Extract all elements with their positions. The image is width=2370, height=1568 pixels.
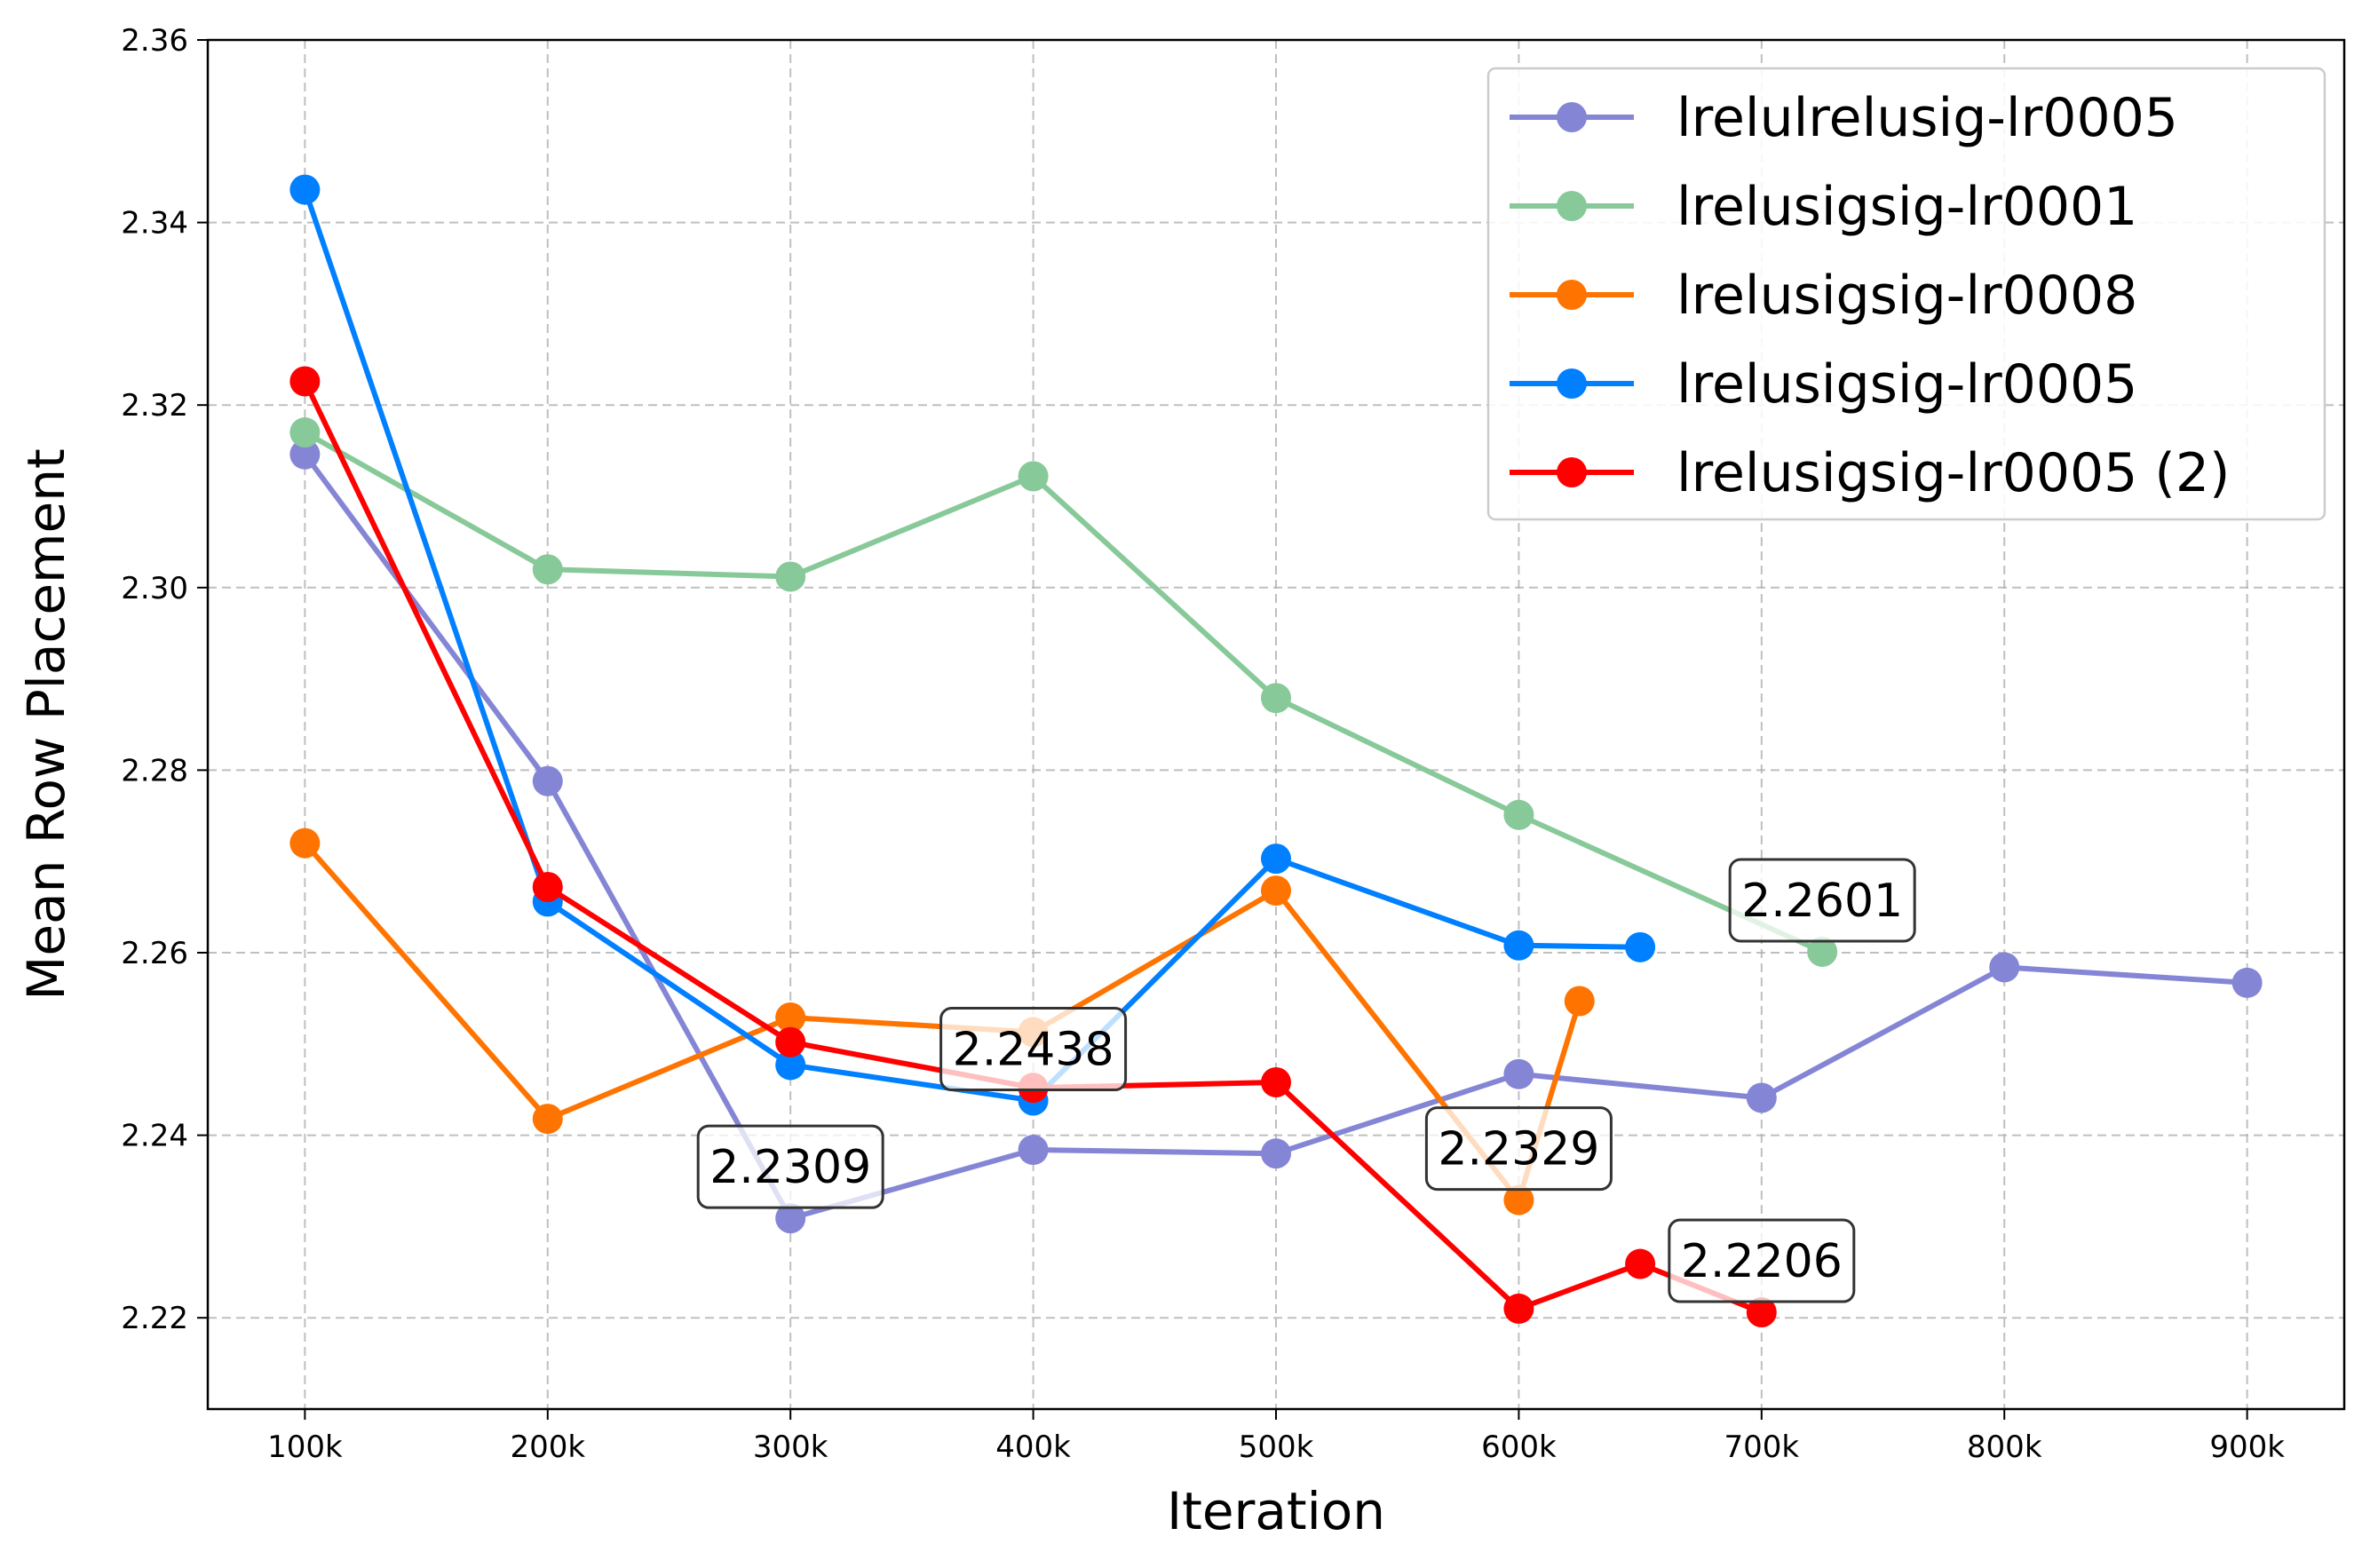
annotation-label: 2.2329 <box>1438 1123 1599 1176</box>
annotation: 2.2601 <box>1728 858 1916 943</box>
annotation: 2.2329 <box>1424 1106 1613 1192</box>
y-tick-label: 2.22 <box>121 1301 188 1336</box>
data-point <box>1261 843 1291 875</box>
annotation-label: 2.2601 <box>1741 875 1903 928</box>
legend-entry: lrelulrelusig-lr0005 <box>1510 87 2178 149</box>
x-tick-label: 400k <box>995 1429 1071 1465</box>
y-tick-label: 2.36 <box>121 23 188 59</box>
data-point <box>289 439 321 470</box>
data-point <box>1261 1138 1291 1169</box>
legend-frame <box>1486 67 2326 521</box>
annotation: 2.2309 <box>696 1124 884 1209</box>
annotation-label: 2.2206 <box>1681 1235 1843 1288</box>
legend-label: lrelusigsig-lr0001 <box>1676 176 2137 238</box>
series-lrelulrelusig-lr0005 <box>289 439 2263 1234</box>
x-tick-label: 900k <box>2209 1429 2285 1465</box>
data-point <box>1625 1248 1656 1279</box>
annotation-box <box>1424 1106 1613 1192</box>
data-point <box>289 366 321 397</box>
annotation: 2.2438 <box>939 1007 1128 1092</box>
data-point <box>1261 683 1291 714</box>
annotation-label: 2.2309 <box>709 1141 871 1194</box>
series-line <box>302 186 1644 1104</box>
data-point <box>1564 986 1595 1017</box>
data-point <box>532 554 563 585</box>
series-lrelusigsig-lr0001 <box>289 417 1838 967</box>
x-tick-label: 300k <box>753 1429 828 1465</box>
legend-marker <box>1557 280 1587 310</box>
data-point <box>1625 931 1656 962</box>
annotation-label: 2.2438 <box>953 1024 1114 1077</box>
data-point <box>1503 1293 1534 1324</box>
data-point <box>775 1026 806 1057</box>
data-point <box>1018 1135 1049 1166</box>
x-tick-label: 200k <box>510 1429 585 1465</box>
series-line <box>302 378 1764 1315</box>
annotation-box <box>696 1124 884 1209</box>
axis-ticks: 100k 200k 300k 400k 500k 600k 700k 800k 900k 2.22… <box>121 23 2285 1465</box>
legend-marker <box>1557 191 1587 221</box>
series-lrelusigsig-lr0005 <box>289 174 1656 1116</box>
x-axis-title: Iteration <box>1167 1481 1385 1541</box>
x-tick-label: 800k <box>1967 1429 2042 1465</box>
legend-label: lrelusigsig-lr0008 <box>1676 265 2137 327</box>
data-point <box>289 828 321 859</box>
annotation-box <box>1668 1218 1856 1303</box>
annotation-box <box>1728 858 1916 943</box>
x-tick-label: 500k <box>1239 1429 1314 1465</box>
data-point <box>1746 1297 1777 1328</box>
annotation: 2.2206 <box>1668 1218 1856 1303</box>
x-tick-label: 100k <box>267 1429 343 1465</box>
series-lines <box>289 174 2263 1328</box>
data-point <box>775 1002 806 1033</box>
y-tick-label: 2.32 <box>121 388 188 424</box>
data-point <box>289 417 321 448</box>
data-point <box>1503 1184 1534 1216</box>
legend-marker <box>1557 102 1587 132</box>
legend-entry: lrelusigsig-lr0008 <box>1510 265 2137 327</box>
data-point <box>775 561 806 592</box>
data-point <box>1807 936 1838 967</box>
data-point <box>1018 461 1049 492</box>
y-tick-label: 2.26 <box>121 936 188 971</box>
data-point <box>289 174 321 205</box>
x-tick-label: 600k <box>1481 1429 1557 1465</box>
legend-marker <box>1557 368 1587 399</box>
annotation-box <box>939 1007 1128 1092</box>
legend-label: lrelusigsig-lr0005 <box>1676 353 2137 416</box>
data-point <box>775 1203 806 1234</box>
y-tick-label: 2.24 <box>121 1119 188 1154</box>
legend-entry: lrelusigsig-lr0005 (2) <box>1510 442 2230 504</box>
data-point <box>532 765 563 796</box>
annotations: 2.2309 2.2438 2.2329 2.2601 2.2206 <box>696 858 1916 1303</box>
y-tick-label: 2.30 <box>121 571 188 606</box>
y-tick-label: 2.28 <box>121 753 188 788</box>
legend: lrelulrelusig-lr0005 lrelusigsig-lr0001 lr… <box>1486 67 2326 521</box>
data-point <box>532 1104 563 1135</box>
data-point <box>1261 875 1291 907</box>
y-axis-title: Mean Row Placement <box>16 448 76 1000</box>
x-tick-label: 700k <box>1724 1429 1800 1465</box>
legend-label: lrelulrelusig-lr0005 <box>1676 87 2178 149</box>
data-point <box>1503 1058 1534 1089</box>
legend-marker <box>1557 457 1587 487</box>
legend-entry: lrelusigsig-lr0001 <box>1510 176 2137 238</box>
data-point <box>1503 799 1534 830</box>
data-point <box>2231 967 2263 998</box>
data-point <box>1989 952 2020 983</box>
data-point <box>1746 1082 1777 1113</box>
data-point <box>1261 1066 1291 1097</box>
legend-entry: lrelusigsig-lr0005 <box>1510 353 2137 416</box>
data-point <box>532 871 563 902</box>
data-point <box>775 1049 806 1081</box>
legend-label: lrelusigsig-lr0005 (2) <box>1676 442 2230 504</box>
data-point <box>1503 930 1534 961</box>
y-tick-label: 2.34 <box>121 206 188 242</box>
